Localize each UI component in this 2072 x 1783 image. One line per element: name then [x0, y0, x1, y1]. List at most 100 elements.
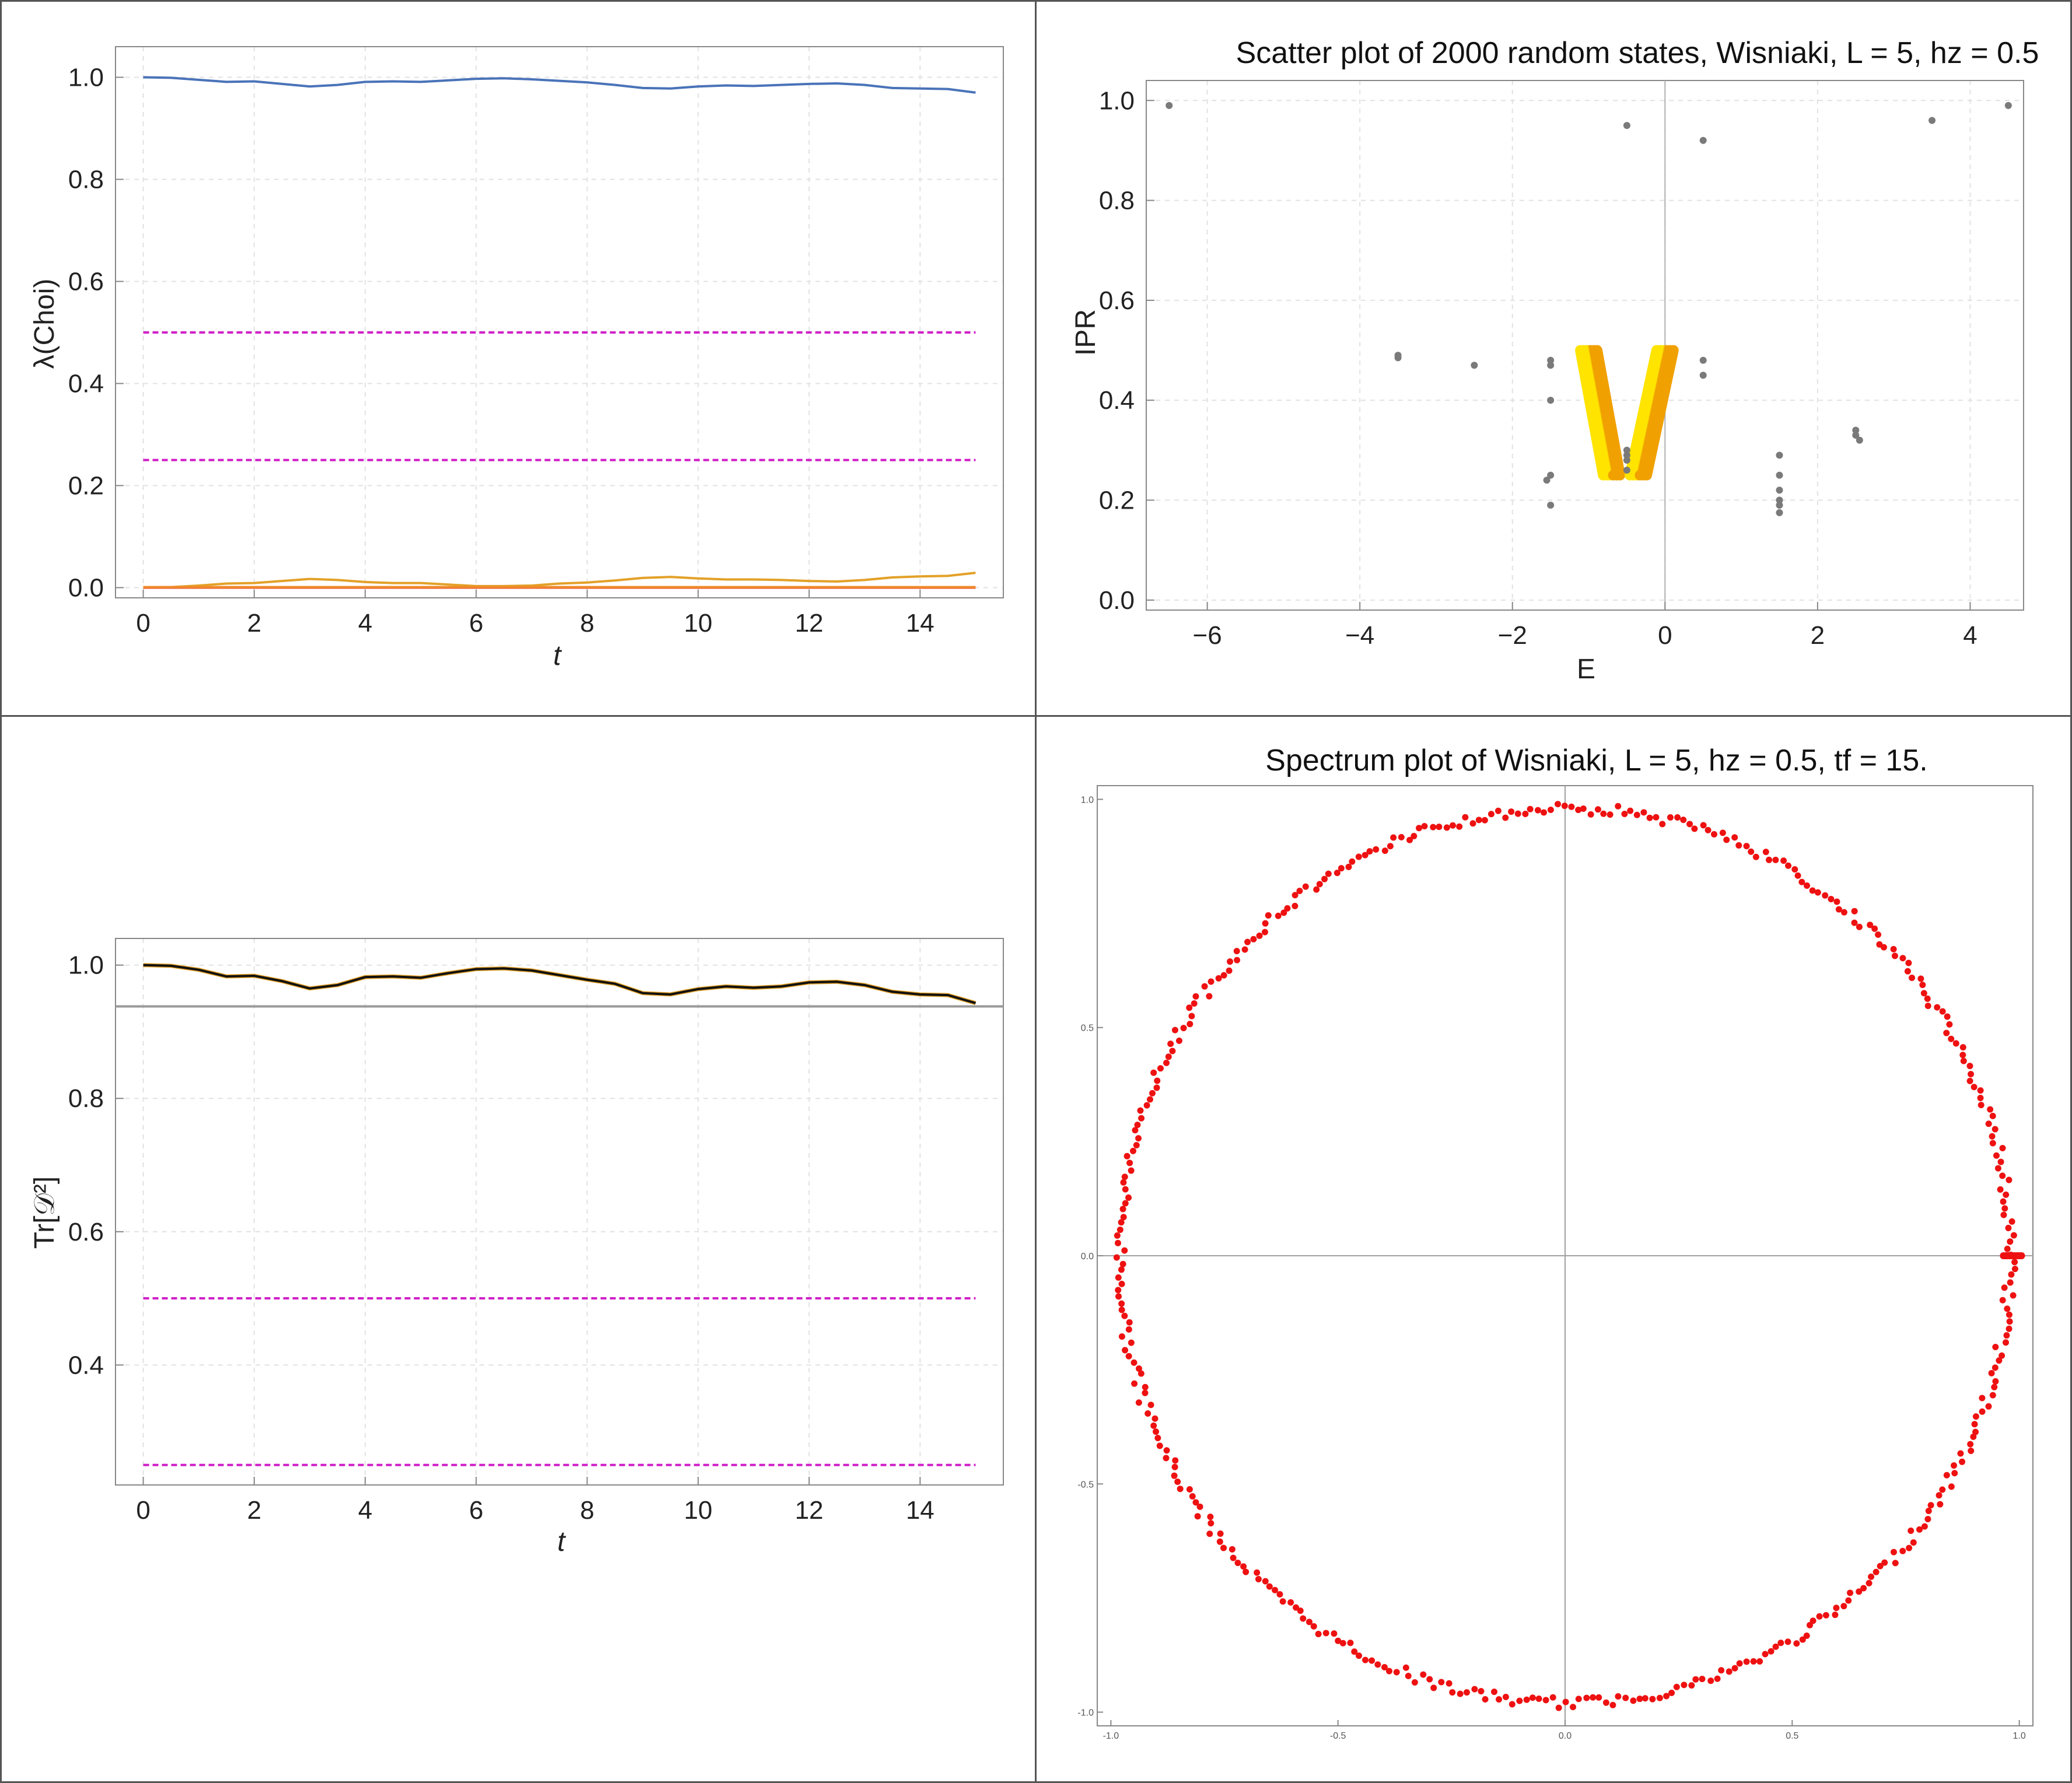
- eigenvalue-point: [2003, 1339, 2010, 1346]
- eigenvalue-point: [1227, 958, 1234, 965]
- eigenvalue-point: [1411, 1679, 1418, 1686]
- points-group: [1166, 101, 2012, 516]
- eigenvalue-point: [1118, 1306, 1125, 1313]
- x-tick-label: 6: [469, 1496, 483, 1525]
- eigenvalue-point: [1335, 1637, 1342, 1644]
- eigenvalue-point: [1135, 1399, 1142, 1406]
- y-tick-label: 1.0: [1099, 86, 1135, 115]
- y-tick-label: 0.2: [1099, 486, 1135, 515]
- eigenvalue-point: [1970, 1433, 1977, 1440]
- eigenvalue-point: [1568, 803, 1575, 810]
- y-tick-label: 0.8: [68, 1084, 104, 1113]
- eigenvalue-point: [1890, 1549, 1897, 1556]
- eigenvalue-point: [1868, 1573, 1875, 1580]
- eigenvalue-point: [1508, 1701, 1516, 1708]
- eigenvalue-point: [1121, 1247, 1128, 1254]
- eigenvalue-point: [1909, 974, 1916, 981]
- eigenvalue-point: [1201, 983, 1208, 990]
- eigenvalue-point: [1310, 1623, 1317, 1630]
- eigenvalue-point: [2000, 1198, 2007, 1205]
- eigenvalue-point: [1157, 1065, 1164, 1072]
- eigenvalue-point: [1279, 1598, 1286, 1605]
- eigenvalue-point: [1979, 1395, 1986, 1402]
- y-tick-label: 0.4: [68, 1351, 104, 1379]
- x-ticks: −6 −4 −2 0 2 4: [1193, 602, 1978, 650]
- eigenvalue-point: [1750, 1658, 1757, 1665]
- eigenvalue-point: [1351, 1648, 1358, 1655]
- eigenvalue-point: [1978, 1102, 1985, 1109]
- eigenvalue-point: [1296, 888, 1303, 895]
- x-tick-label: 1.0: [2013, 1731, 2026, 1741]
- y-tick-label: 1.0: [1081, 795, 1094, 805]
- eigenvalue-point: [1816, 1613, 1823, 1620]
- eigenvalue-point: [1478, 1688, 1485, 1695]
- eigenvalue-point: [1171, 1027, 1178, 1034]
- eigenvalue-point: [1971, 1084, 1978, 1091]
- eigenvalue-point: [1381, 1663, 1388, 1670]
- eigenvalue-point: [1410, 832, 1418, 839]
- x-tick-label: 2: [247, 1496, 261, 1525]
- x-tick-label: 2: [1811, 621, 1825, 650]
- eigenvalue-point: [1135, 1135, 1142, 1142]
- eigenvalue-point: [1659, 821, 1666, 828]
- eigenvalue-point: [1959, 1458, 1966, 1465]
- eigenvalue-point: [1119, 1260, 1126, 1267]
- eigenvalue-point: [1208, 978, 1214, 985]
- outer-border-bottom: [0, 1781, 2072, 1783]
- x-tick-label: -1.0: [1103, 1731, 1119, 1741]
- x-tick-label: -0.5: [1330, 1731, 1346, 1741]
- eigenvalue-point: [1681, 1682, 1688, 1689]
- eigenvalue-point: [1934, 1004, 1941, 1011]
- eigenvalue-point: [1924, 995, 1931, 1002]
- x-tick-label: 10: [684, 609, 712, 637]
- eigenvalue-point: [1119, 1206, 1126, 1213]
- scatter-point: [1623, 457, 1630, 464]
- eigenvalue-point: [1583, 1694, 1590, 1701]
- scatter-point: [1623, 451, 1630, 459]
- y-axis-label: λ(Choi): [29, 279, 60, 369]
- scatter-point: [1547, 502, 1555, 509]
- eigenvalue-point: [1985, 1120, 1992, 1127]
- x-tick-label: −4: [1345, 621, 1374, 650]
- x-tick-label: 12: [795, 609, 824, 637]
- eigenvalue-point: [1924, 1003, 1931, 1010]
- eigenvalue-point: [1939, 1486, 1946, 1493]
- eigenvalue-point: [1362, 852, 1368, 859]
- eigenvalue-point: [1135, 1365, 1142, 1372]
- eigenvalue-point: [1146, 1096, 1153, 1103]
- ipr-band: [1575, 345, 1679, 481]
- eigenvalue-point: [1186, 1486, 1193, 1493]
- eigenvalue-point: [1406, 836, 1413, 843]
- eigenvalue-point: [1494, 807, 1502, 814]
- eigenvalue-point: [1736, 1660, 1743, 1667]
- scatter-point: [1699, 136, 1707, 144]
- eigenvalue-point: [2010, 1232, 2017, 1239]
- eigenvalue-point: [1714, 1675, 1721, 1682]
- eigenvalue-point: [1642, 1695, 1648, 1702]
- eigenvalue-point: [1542, 1697, 1549, 1704]
- eigenvalue-point: [1999, 1297, 2006, 1304]
- eigenvalue-point: [1122, 1186, 1129, 1193]
- x-tick-label: 14: [906, 1496, 935, 1525]
- eigenvalue-point: [1150, 1422, 1157, 1429]
- eigenvalue-point: [1633, 811, 1640, 818]
- x-tick-label: 10: [684, 1496, 712, 1525]
- eigenvalue-point: [1300, 1615, 1307, 1622]
- eigenvalue-point: [1491, 1689, 1498, 1696]
- series-line-main: [143, 964, 976, 1004]
- eigenvalue-point: [1580, 805, 1587, 812]
- eigenvalue-point: [1873, 1568, 1880, 1575]
- eigenvalue-point: [1892, 1560, 1899, 1567]
- y-ticks: 0.4 0.6 0.8 1.0: [68, 951, 124, 1379]
- eigenvalue-point: [1594, 806, 1601, 813]
- eigenvalue-point: [1814, 889, 1821, 896]
- eigenvalue-point: [1943, 1029, 1950, 1036]
- eigenvalue-point: [1280, 909, 1287, 916]
- spectrum-chart: Spectrum plot of Wisniaki, L = 5, hz = 0…: [1077, 744, 2034, 1741]
- eigenvalue-point: [1891, 952, 1898, 959]
- eigenvalue-point: [1416, 825, 1423, 832]
- eigenvalue-point: [1116, 1226, 1124, 1233]
- eigenvalue-point: [1704, 826, 1712, 833]
- eigenvalue-point: [1960, 1057, 1967, 1064]
- eigenvalue-point: [1124, 1153, 1130, 1160]
